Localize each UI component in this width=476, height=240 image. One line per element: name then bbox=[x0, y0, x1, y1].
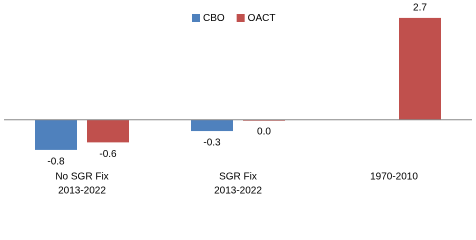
x-tick-label: 2013-2022 bbox=[214, 186, 262, 197]
legend-label: OACT bbox=[248, 13, 276, 24]
data-label: 0.0 bbox=[257, 126, 271, 137]
data-label: 2.7 bbox=[413, 3, 427, 14]
x-tick-label: 1970-2010 bbox=[370, 172, 418, 183]
x-tick-label: No SGR Fix bbox=[55, 172, 108, 183]
bar bbox=[35, 119, 77, 150]
legend-label: CBO bbox=[203, 13, 225, 24]
data-label: -0.3 bbox=[203, 138, 221, 149]
bar bbox=[399, 17, 441, 120]
x-tick-label: SGR Fix bbox=[219, 172, 257, 183]
data-label: -0.8 bbox=[47, 157, 65, 168]
data-label: -0.6 bbox=[99, 149, 117, 160]
legend-swatch bbox=[192, 14, 200, 22]
bar bbox=[191, 119, 233, 132]
bar bbox=[87, 119, 129, 143]
chart: CBO OACT No SGR Fix 2013-2022 -0.8 -0.6 SGR Fi… bbox=[4, 3, 472, 197]
x-tick-label: 2013-2022 bbox=[58, 186, 106, 197]
legend-swatch bbox=[236, 14, 245, 22]
